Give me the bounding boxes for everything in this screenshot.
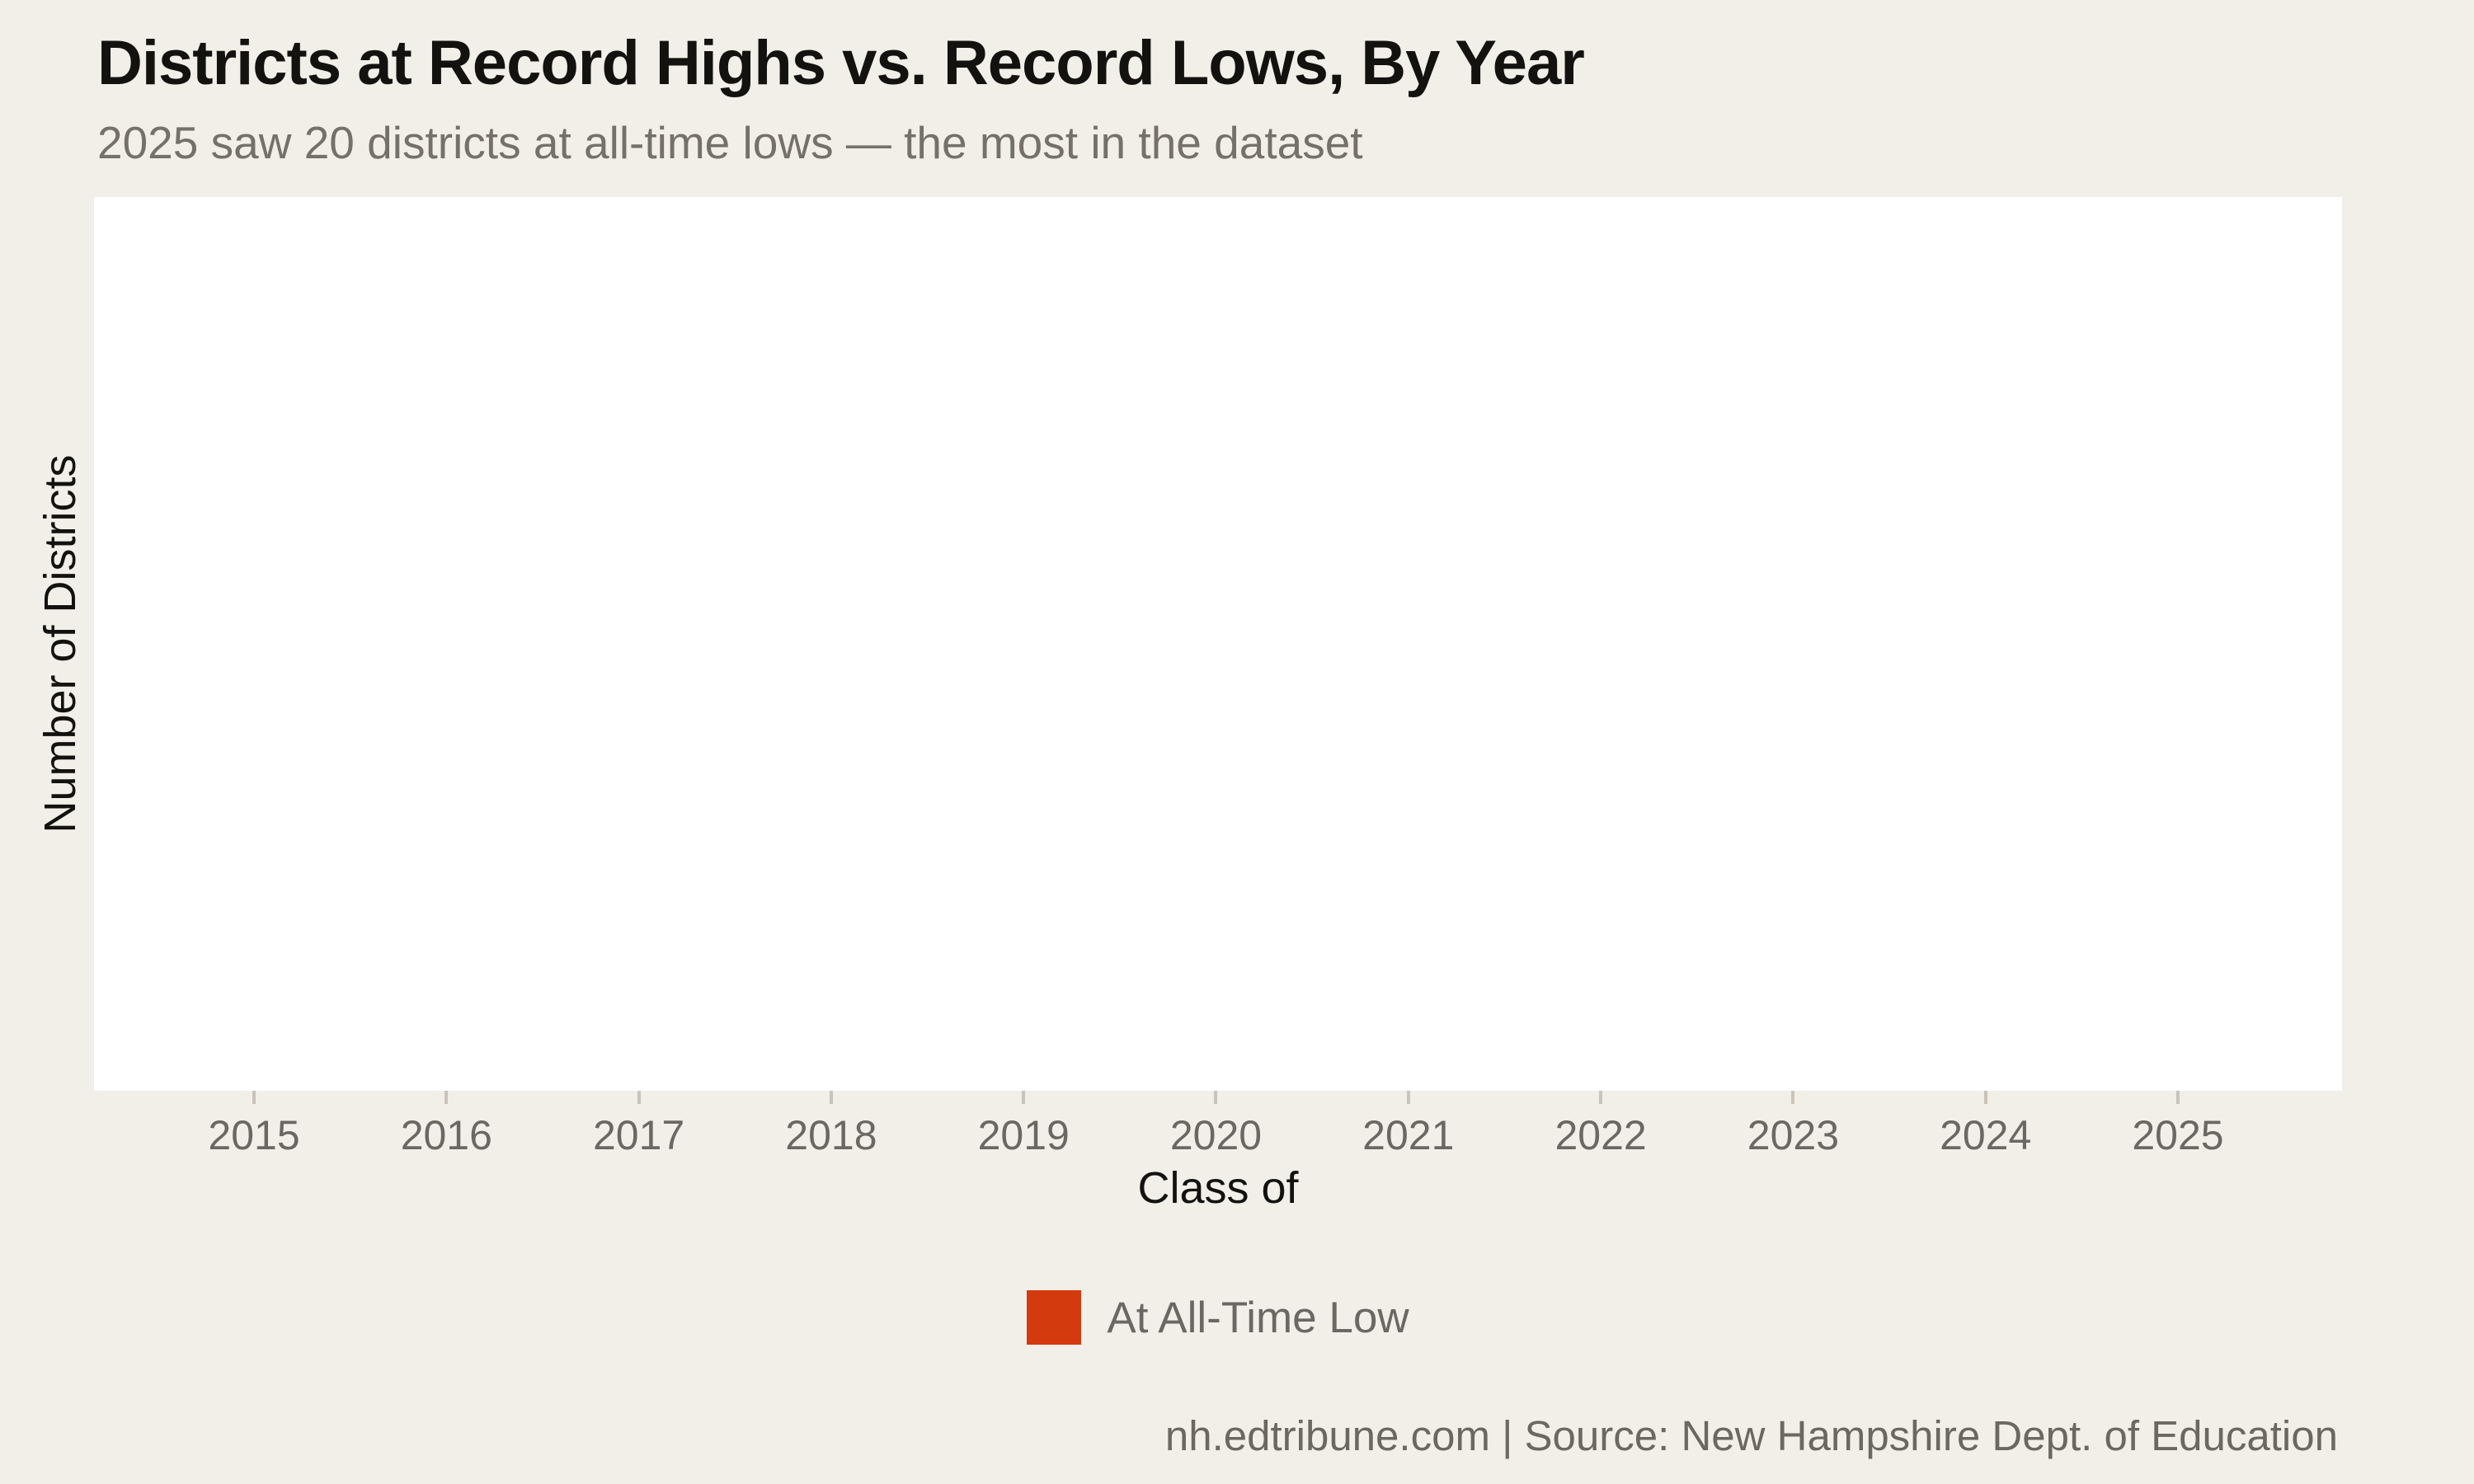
x-tick-mark bbox=[1791, 1091, 1795, 1104]
x-tick-label: 2019 bbox=[977, 1112, 1070, 1158]
x-tick-mark bbox=[637, 1091, 641, 1104]
x-tick-mark bbox=[2175, 1091, 2180, 1104]
chart-title: Districts at Record Highs vs. Record Low… bbox=[97, 28, 1585, 98]
x-tick-label: 2022 bbox=[1554, 1112, 1647, 1158]
x-tick-label: 2025 bbox=[2132, 1112, 2224, 1158]
x-tick-label: 2020 bbox=[1169, 1112, 1263, 1158]
x-tick-label: 2021 bbox=[1362, 1112, 1455, 1158]
chart-subtitle: 2025 saw 20 districts at all-time lows —… bbox=[97, 117, 1363, 168]
plot-area bbox=[94, 197, 2342, 1091]
x-axis: 2015 2016 2017 2018 2019 2020 2021 2022 … bbox=[208, 1091, 2224, 1158]
x-tick-mark bbox=[1406, 1091, 1410, 1104]
x-tick-label: 2024 bbox=[1940, 1112, 2032, 1158]
x-tick-mark bbox=[1599, 1091, 1603, 1104]
x-tick-label: 2016 bbox=[400, 1112, 492, 1158]
x-tick-label: 2018 bbox=[785, 1112, 877, 1158]
x-tick-mark bbox=[252, 1091, 256, 1104]
source-credit: nh.edtribune.com | Source: New Hampshire… bbox=[1164, 1412, 2338, 1459]
legend: At All-Time Low bbox=[94, 1290, 2342, 1345]
x-tick-label: 2023 bbox=[1747, 1112, 1839, 1158]
x-tick-mark bbox=[1983, 1091, 1987, 1104]
x-tick-label: 2015 bbox=[208, 1112, 300, 1158]
x-tick-mark bbox=[1214, 1091, 1218, 1104]
x-tick-mark bbox=[444, 1091, 449, 1104]
y-axis-title: Number of Districts bbox=[35, 454, 85, 834]
x-tick-mark bbox=[1022, 1091, 1026, 1104]
x-tick-mark bbox=[829, 1091, 833, 1104]
x-axis-title: Class of bbox=[1137, 1163, 1299, 1213]
x-tick-label: 2017 bbox=[592, 1112, 685, 1158]
legend-swatch-at-all-time-low bbox=[1027, 1290, 1082, 1345]
legend-label: At All-Time Low bbox=[1107, 1293, 1409, 1342]
